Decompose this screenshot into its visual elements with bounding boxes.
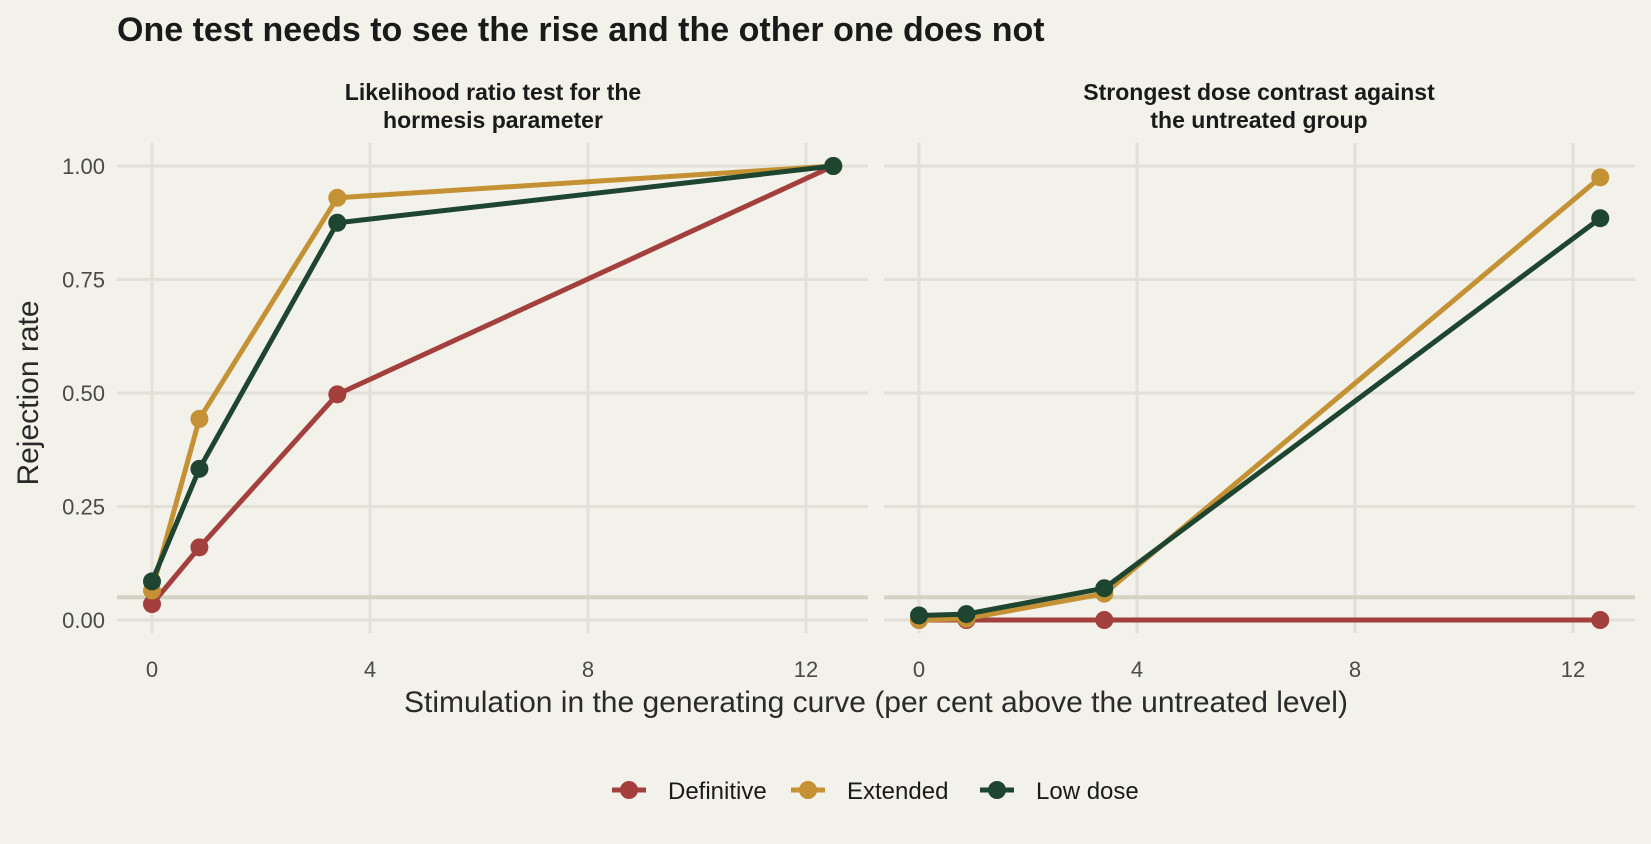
x-tick-label: 4 xyxy=(1131,657,1143,682)
data-point-definitive xyxy=(190,538,209,557)
y-tick-label: 0.75 xyxy=(62,268,105,293)
x-axis-label: Stimulation in the generating curve (per… xyxy=(404,686,1348,719)
data-point-definitive xyxy=(328,385,347,404)
series-line-definitive xyxy=(149,163,836,607)
x-tick-label: 0 xyxy=(913,657,925,682)
legend-label: Definitive xyxy=(668,778,767,805)
legend-label: Low dose xyxy=(1036,778,1139,805)
x-tick-label: 4 xyxy=(364,657,376,682)
panel-1-title-line-2: hormesis parameter xyxy=(383,107,603,133)
data-point-extended xyxy=(1591,168,1610,187)
panel-2-series xyxy=(910,168,1610,629)
x-tick-label: 8 xyxy=(1349,657,1361,682)
panel-2-title-line-1: Strongest dose contrast against xyxy=(1083,79,1435,105)
chart-title: One test needs to see the rise and the o… xyxy=(117,11,1045,49)
data-point-extended xyxy=(190,409,209,428)
x-tick-label: 12 xyxy=(1561,657,1585,682)
x-tick-label: 12 xyxy=(794,657,818,682)
data-point-low-dose xyxy=(1095,579,1114,598)
panel-1-series xyxy=(143,157,843,614)
legend-item-low-dose: Low dose xyxy=(980,778,1139,805)
x-tick-label: 0 xyxy=(146,657,158,682)
panel-2: Strongest dose contrast against the untr… xyxy=(884,79,1635,682)
x-tick-label: 8 xyxy=(582,657,594,682)
panel-2-title-line-2: the untreated group xyxy=(1150,107,1367,133)
data-point-low-dose xyxy=(824,157,843,175)
series-line-extended xyxy=(916,174,1603,623)
data-point-definitive xyxy=(1591,611,1610,629)
data-point-low-dose xyxy=(328,213,347,232)
data-point-low-dose xyxy=(143,572,161,591)
legend: Definitive Extended Low dose xyxy=(612,778,1139,805)
panel-1: Likelihood ratio test for the hormesis p… xyxy=(62,79,868,682)
series-line-low-dose xyxy=(149,163,836,584)
series-line-low-dose xyxy=(916,215,1603,618)
y-tick-label: 0.00 xyxy=(62,608,105,633)
legend-item-definitive: Definitive xyxy=(612,778,767,805)
y-tick-label: 0.50 xyxy=(62,381,105,406)
data-point-extended xyxy=(328,188,347,207)
panel-1-x-tick-labels: 0 4 8 12 xyxy=(146,657,818,682)
data-point-low-dose xyxy=(957,605,976,624)
data-point-low-dose xyxy=(190,459,209,478)
legend-swatch-point xyxy=(620,781,638,799)
panel-1-title-line-1: Likelihood ratio test for the xyxy=(345,79,641,105)
data-point-definitive xyxy=(1095,611,1114,629)
panel-1-y-tick-labels: 0.00 0.25 0.50 0.75 1.00 xyxy=(62,154,105,633)
legend-swatch-point xyxy=(988,781,1006,799)
y-tick-label: 0.25 xyxy=(62,495,105,520)
y-tick-label: 1.00 xyxy=(62,154,105,179)
data-point-low-dose xyxy=(1591,209,1610,228)
legend-label: Extended xyxy=(847,778,948,805)
data-point-low-dose xyxy=(910,606,928,625)
panel-2-x-tick-labels: 0 4 8 12 xyxy=(913,657,1585,682)
data-point-definitive xyxy=(143,595,161,614)
legend-swatch-point xyxy=(799,781,817,799)
series-line-extended xyxy=(149,163,836,593)
y-axis-label: Rejection rate xyxy=(12,300,45,485)
legend-item-extended: Extended xyxy=(791,778,948,805)
